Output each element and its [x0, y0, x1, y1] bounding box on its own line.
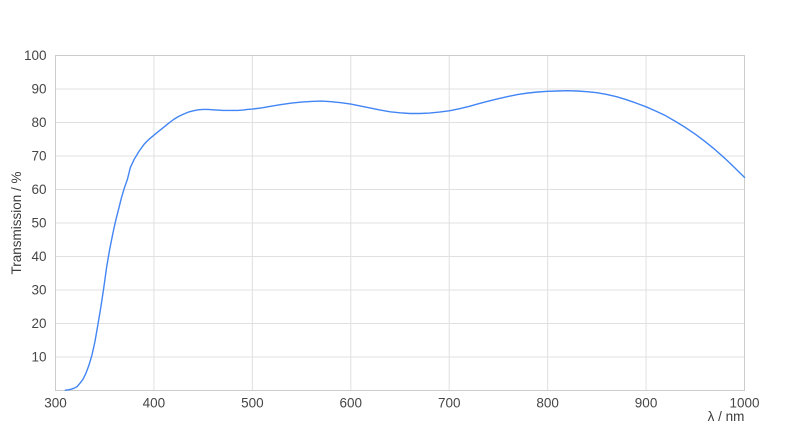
x-axis-tick-labels: 300 400 500 600 700 800 900 1000	[44, 396, 759, 411]
y-tick-label: 100	[24, 48, 47, 63]
y-axis-title: Transmission / %	[9, 171, 24, 274]
y-tick-label: 40	[31, 249, 46, 264]
plot-frame	[55, 55, 745, 391]
y-tick-label: 90	[31, 82, 46, 97]
x-tick-label: 900	[635, 396, 658, 411]
x-tick-label: 300	[44, 396, 67, 411]
plot-border	[55, 55, 745, 391]
x-tick-label: 600	[340, 396, 363, 411]
y-tick-label: 10	[31, 350, 46, 365]
series-path	[64, 90, 746, 391]
x-tick-label: 800	[536, 396, 559, 411]
x-tick-label: 700	[438, 396, 461, 411]
y-tick-label: 60	[31, 182, 46, 197]
x-tick-label: 500	[241, 396, 264, 411]
transmission-line-series	[64, 90, 746, 391]
x-tick-label: 400	[143, 396, 166, 411]
y-tick-label: 30	[31, 283, 46, 298]
y-tick-label: 50	[31, 216, 46, 231]
x-tick-label: 1000	[729, 396, 759, 411]
x-axis-title: λ / nm	[708, 409, 745, 424]
y-tick-label: 80	[31, 115, 46, 130]
y-tick-label: 20	[31, 316, 46, 331]
gridlines	[55, 55, 745, 391]
y-tick-label: 70	[31, 149, 46, 164]
y-axis-tick-labels: 10 20 30 40 50 60 70 80 90 100	[24, 48, 47, 365]
